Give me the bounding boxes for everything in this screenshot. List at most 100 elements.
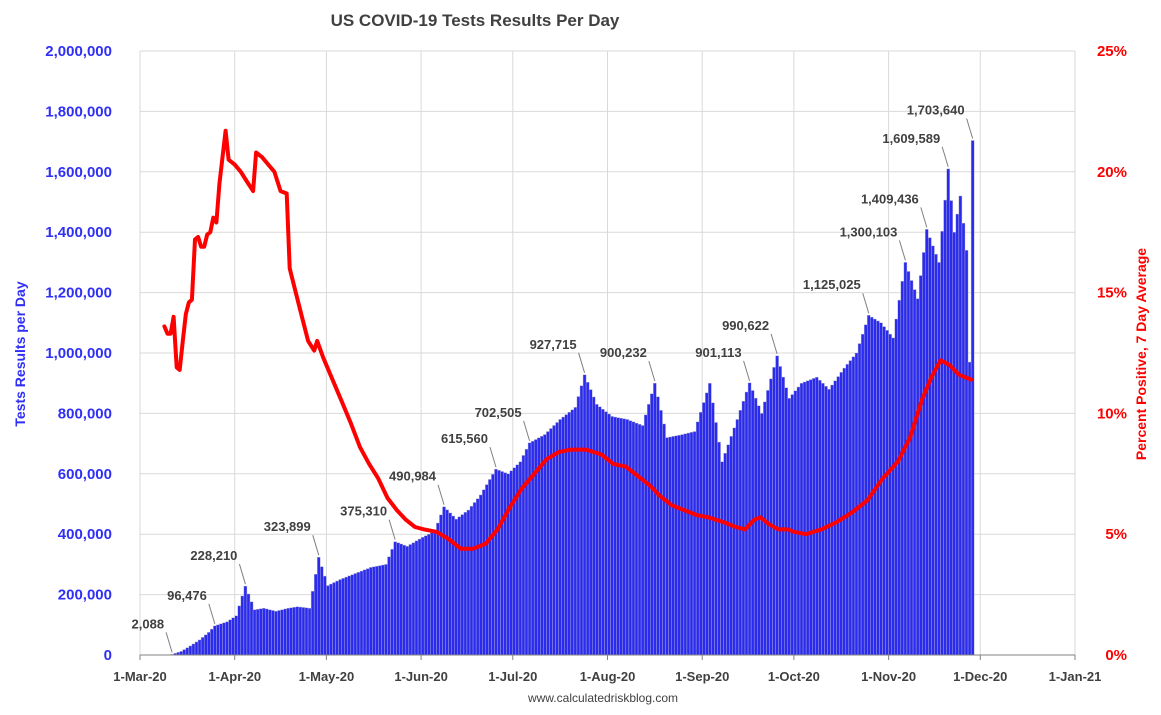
bar xyxy=(961,222,966,656)
bar xyxy=(555,422,559,656)
bar xyxy=(423,535,428,656)
x-tick-label: 1-Jun-20 xyxy=(394,669,447,684)
bar xyxy=(824,386,828,656)
bar xyxy=(619,418,623,656)
bar xyxy=(500,471,504,656)
y2-tick-label: 5% xyxy=(1105,526,1127,543)
bar xyxy=(958,195,963,656)
bar xyxy=(292,606,297,656)
bar xyxy=(482,489,486,656)
axes: 0 200,000 400,000 600,000 800,000 1,000,000 1,… xyxy=(45,43,1127,684)
data-label: 1,300,103 xyxy=(840,224,898,239)
bar xyxy=(427,534,431,656)
bar xyxy=(332,582,336,656)
bar xyxy=(753,397,758,656)
bar xyxy=(833,380,837,656)
annotation-leader xyxy=(898,240,906,261)
bar xyxy=(420,537,425,656)
bar xyxy=(802,381,807,656)
y-tick-label: 1,600,000 xyxy=(45,164,112,181)
bar xyxy=(634,422,639,656)
bar xyxy=(775,355,779,656)
bar xyxy=(818,379,822,656)
y-tick-label: 800,000 xyxy=(58,405,112,422)
annotation-leader xyxy=(489,446,497,468)
bar xyxy=(698,411,703,656)
bar xyxy=(964,250,969,656)
bar xyxy=(918,275,923,656)
bar xyxy=(460,514,465,656)
bar xyxy=(307,607,312,656)
bar xyxy=(784,387,788,656)
y-tick-label: 1,000,000 xyxy=(45,345,112,362)
bar xyxy=(891,337,895,656)
bar xyxy=(650,393,654,656)
y2-axis-label: Percent Positive, 7 Day Average xyxy=(1133,248,1149,460)
bar xyxy=(390,549,394,656)
bar xyxy=(943,199,947,656)
bar xyxy=(592,396,596,656)
bar xyxy=(952,231,957,656)
bar xyxy=(283,608,287,656)
bar xyxy=(356,572,361,656)
bar xyxy=(231,617,235,656)
bar xyxy=(692,431,697,656)
data-label: 490,984 xyxy=(389,469,437,484)
bar xyxy=(680,434,685,656)
y2-tick-label: 15% xyxy=(1097,285,1127,302)
bar xyxy=(570,409,575,656)
bar xyxy=(216,624,220,656)
bar xyxy=(335,580,339,656)
bar xyxy=(411,542,416,656)
bar xyxy=(381,564,385,656)
bar xyxy=(686,432,691,656)
data-label: 990,622 xyxy=(722,318,769,333)
bar xyxy=(588,389,593,656)
bar xyxy=(188,645,193,656)
bar xyxy=(662,423,666,656)
bar xyxy=(203,634,208,656)
bar xyxy=(469,506,474,656)
bar xyxy=(659,410,663,656)
annotation-leader xyxy=(648,360,656,382)
bar xyxy=(442,506,446,656)
bar xyxy=(362,569,367,656)
y-tick-label: 600,000 xyxy=(58,466,112,483)
bar xyxy=(842,367,847,656)
y-tick-label: 400,000 xyxy=(58,526,112,543)
bar xyxy=(368,567,373,656)
bar xyxy=(194,641,199,656)
bar xyxy=(668,436,672,656)
bar xyxy=(808,379,813,656)
bar xyxy=(579,385,584,656)
bar xyxy=(955,213,960,656)
source-credit: www.calculatedriskblog.com xyxy=(527,691,678,705)
bar xyxy=(604,411,608,656)
data-label: 1,609,589 xyxy=(882,131,940,146)
bar xyxy=(466,509,471,656)
bar xyxy=(243,585,248,656)
bar xyxy=(585,382,590,656)
bar xyxy=(280,609,284,656)
bar xyxy=(402,544,407,656)
bar xyxy=(182,649,187,656)
bar xyxy=(546,431,550,656)
data-label: 615,560 xyxy=(441,431,488,446)
bar xyxy=(485,484,489,656)
bar xyxy=(472,502,477,656)
bar xyxy=(179,651,183,656)
y-axis-label: Tests Results per Day xyxy=(12,281,28,426)
bar xyxy=(628,420,633,656)
bar xyxy=(717,441,721,656)
bar xyxy=(625,419,630,656)
bar xyxy=(931,245,935,656)
bar xyxy=(848,360,853,656)
bar xyxy=(433,530,437,656)
bar xyxy=(387,556,391,656)
bar xyxy=(683,433,688,656)
bar xyxy=(967,361,972,656)
bar xyxy=(607,413,611,656)
bar xyxy=(457,516,462,656)
bar xyxy=(375,566,379,656)
bar xyxy=(258,608,263,656)
